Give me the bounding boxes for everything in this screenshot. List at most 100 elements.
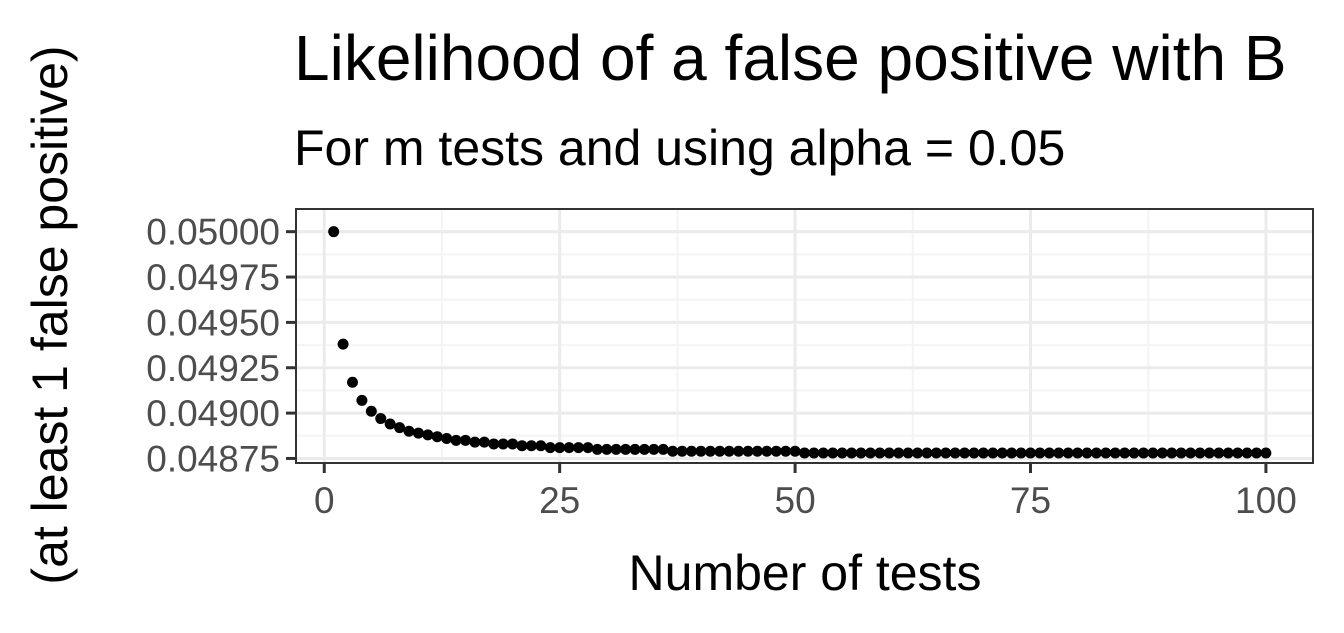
x-tick-label: 25: [539, 480, 580, 521]
x-tick-label: 75: [1010, 480, 1051, 521]
chart-title: Likelihood of a false positive with B: [294, 22, 1287, 94]
data-point: [563, 442, 575, 454]
y-tick-label: 0.04900: [146, 393, 280, 434]
data-point: [412, 427, 424, 439]
data-point: [1147, 447, 1159, 459]
data-point: [347, 376, 358, 388]
data-point: [695, 445, 707, 457]
data-point: [1185, 447, 1197, 459]
x-axis: 0 25 50 75 100: [314, 463, 1297, 521]
data-point: [403, 425, 415, 437]
data-point: [723, 445, 735, 457]
data-point: [855, 447, 867, 459]
data-point: [789, 445, 801, 457]
data-point: [968, 447, 980, 459]
data-point: [996, 447, 1008, 459]
data-point: [1222, 447, 1234, 459]
data-point: [582, 442, 594, 454]
data-point: [799, 447, 810, 459]
data-point: [874, 447, 886, 459]
data-point: [601, 443, 613, 455]
data-point: [921, 447, 933, 459]
data-point: [365, 405, 377, 417]
data-point: [554, 442, 566, 454]
data-point: [780, 445, 792, 457]
data-point: [535, 440, 547, 452]
data-point: [930, 447, 942, 459]
data-point: [657, 443, 669, 455]
data-point: [1015, 447, 1027, 459]
data-point: [1043, 447, 1055, 459]
data-point: [808, 447, 820, 459]
y-axis-title: (at least 1 false positive): [22, 45, 78, 584]
y-tick-label: 0.04875: [146, 438, 280, 479]
data-point: [525, 440, 537, 452]
data-point: [1053, 447, 1065, 459]
data-point: [1006, 447, 1018, 459]
data-point: [676, 445, 688, 457]
data-point: [375, 413, 387, 425]
data-point: [977, 447, 989, 459]
data-point: [1062, 447, 1074, 459]
x-axis-title: Number of tests: [629, 545, 982, 601]
data-point: [1081, 447, 1093, 459]
data-point: [478, 436, 490, 448]
x-tick-label: 50: [775, 480, 816, 521]
major-grid: [296, 209, 1313, 463]
data-point: [431, 431, 443, 443]
data-point: [1260, 447, 1272, 459]
data-point: [714, 445, 726, 457]
data-point: [516, 440, 528, 452]
data-point: [836, 447, 848, 459]
data-point: [441, 433, 453, 445]
data-point: [1100, 447, 1112, 459]
data-point: [648, 443, 660, 455]
data-point: [987, 447, 999, 459]
data-point: [460, 434, 471, 446]
y-tick-label: 0.04925: [146, 348, 280, 389]
data-point: [573, 442, 584, 454]
data-point: [1090, 447, 1102, 459]
data-point: [610, 443, 622, 455]
data-point: [591, 443, 603, 455]
chart-subtitle: For m tests and using alpha = 0.05: [294, 120, 1065, 176]
minor-grid: [296, 209, 1313, 463]
data-point: [883, 447, 895, 459]
y-tick-label: 0.05000: [146, 212, 280, 253]
data-point: [1119, 447, 1131, 459]
data-point: [544, 442, 556, 454]
data-point: [1203, 447, 1215, 459]
data-point: [742, 445, 754, 457]
data-point: [770, 445, 782, 457]
data-point: [761, 445, 773, 457]
data-point: [686, 445, 697, 457]
data-point: [1175, 447, 1187, 459]
data-point: [817, 447, 829, 459]
data-point: [864, 447, 876, 459]
data-point: [1232, 447, 1244, 459]
data-point: [827, 447, 839, 459]
data-point: [1034, 447, 1046, 459]
data-point: [893, 447, 905, 459]
data-point: [1138, 447, 1149, 459]
data-point: [1241, 447, 1253, 459]
data-point: [667, 445, 679, 457]
data-point: [1025, 447, 1036, 459]
y-tick-label: 0.04975: [146, 257, 280, 298]
data-point: [507, 438, 519, 450]
data-point: [1156, 447, 1168, 459]
data-point: [328, 226, 340, 238]
data-point: [356, 394, 368, 406]
data-point: [1166, 447, 1178, 459]
data-point: [704, 445, 716, 457]
x-tick-label: 100: [1235, 480, 1297, 521]
data-point: [959, 447, 971, 459]
data-point: [384, 418, 396, 430]
y-tick-label: 0.04950: [146, 302, 280, 343]
data-point: [620, 443, 632, 455]
data-point: [751, 445, 763, 457]
data-point: [422, 429, 434, 441]
data-point: [394, 422, 406, 434]
